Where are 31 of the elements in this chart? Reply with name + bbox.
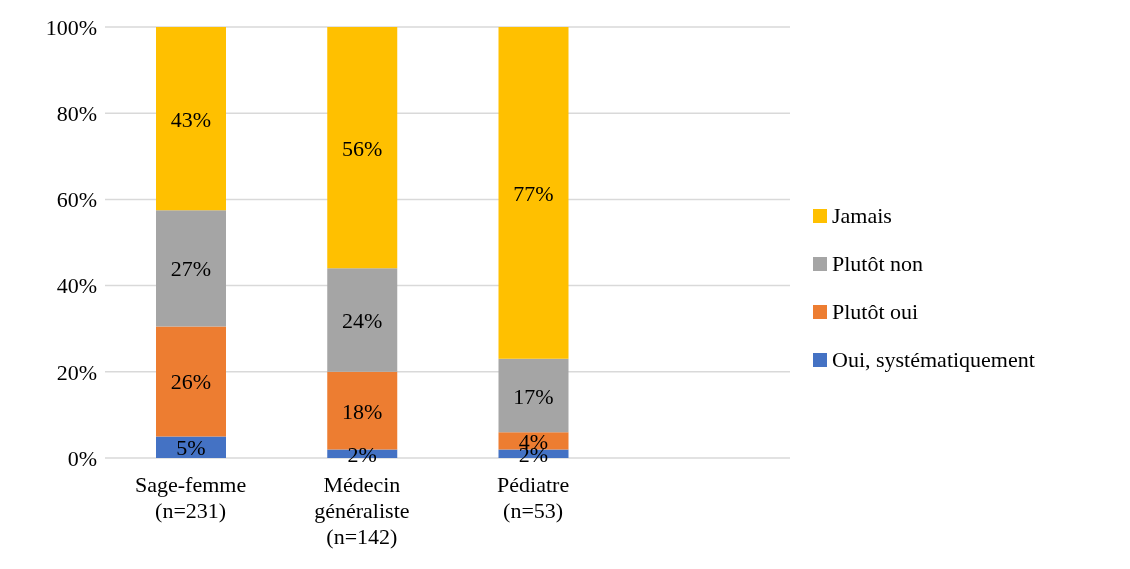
y-tick-label: 100% — [45, 14, 97, 40]
legend-label: Oui, systématiquement — [832, 347, 1035, 373]
data-label: 24% — [342, 308, 383, 334]
data-label: 56% — [342, 135, 383, 161]
data-label: 27% — [170, 256, 212, 282]
bar — [498, 358, 569, 433]
bar — [156, 210, 226, 327]
legend-label: Jamais — [832, 203, 892, 229]
y-tick-label: 40% — [56, 273, 97, 299]
bar — [156, 326, 226, 437]
bar — [327, 27, 398, 269]
y-tick-label: 20% — [56, 359, 97, 385]
legend-label: Plutôt non — [832, 251, 924, 277]
bar — [156, 436, 226, 458]
data-label: 17% — [513, 383, 554, 409]
bar — [327, 371, 398, 450]
data-label: 43% — [170, 106, 212, 132]
y-tick-label: 60% — [56, 187, 97, 213]
x-tick-label: Médecin généraliste (n=142) — [314, 472, 410, 549]
data-label: 5% — [176, 435, 206, 461]
x-tick-label: Sage-femme (n=231) — [135, 472, 247, 523]
bar — [156, 27, 226, 211]
bar — [327, 268, 398, 372]
y-tick-label: 0% — [67, 445, 97, 471]
x-tick-label: Pédiatre (n=53) — [497, 472, 570, 523]
data-label: 77% — [513, 180, 554, 206]
legend-label: Plutôt oui — [832, 299, 919, 325]
y-tick-label: 80% — [56, 101, 97, 127]
data-label: 26% — [170, 369, 212, 395]
bar — [498, 27, 569, 359]
data-label: 18% — [342, 398, 383, 424]
